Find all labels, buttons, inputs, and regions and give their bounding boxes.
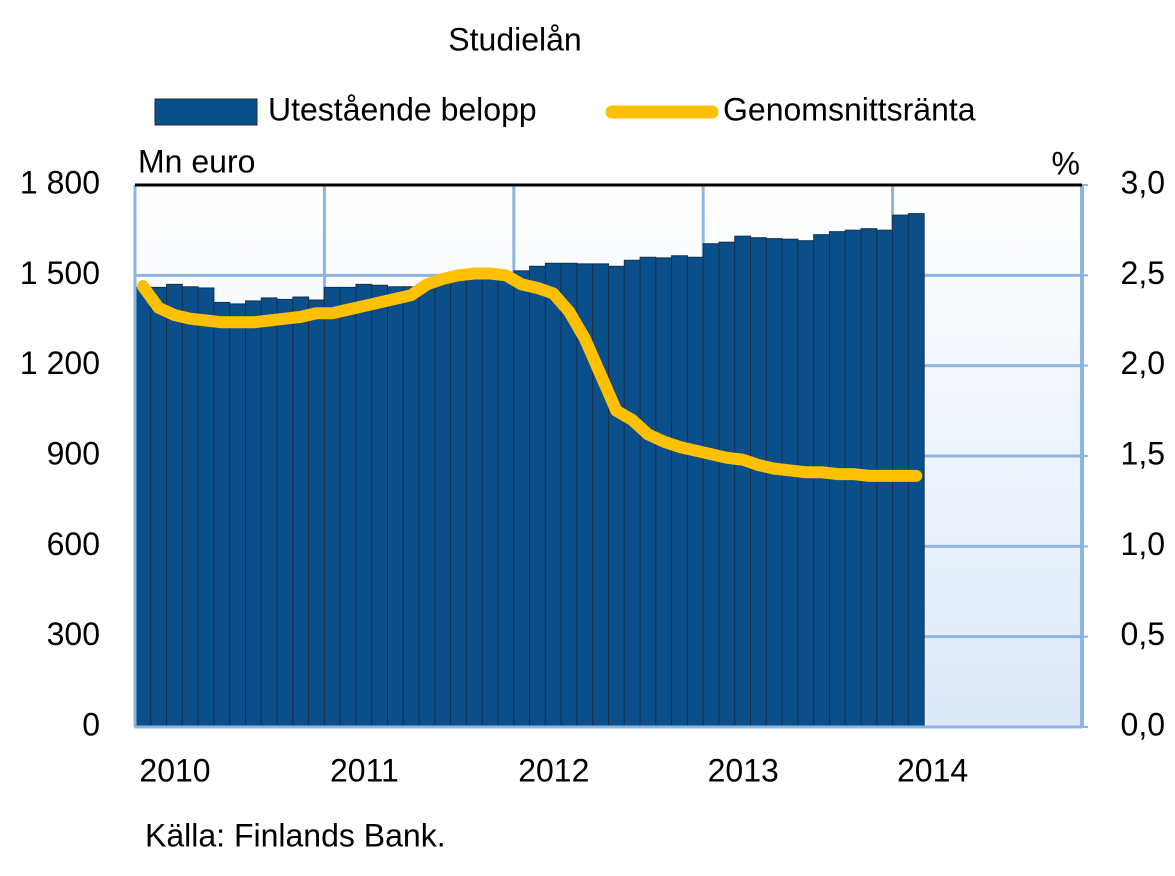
bar <box>734 235 752 728</box>
legend-label: Utestående belopp <box>268 91 537 127</box>
y-tick-label: 1 200 <box>20 345 100 381</box>
bar <box>371 284 389 728</box>
bar <box>150 286 168 728</box>
bar <box>134 286 152 728</box>
bar <box>655 257 673 728</box>
bar <box>197 287 215 728</box>
bar <box>166 283 183 728</box>
x-tick-label: 2013 <box>708 752 779 788</box>
bar <box>276 298 294 728</box>
y-tick-label: 1 800 <box>20 164 100 200</box>
bar <box>513 270 531 728</box>
bar <box>529 265 546 728</box>
x-tick-label: 2010 <box>139 752 210 788</box>
line <box>136 267 923 482</box>
bar <box>592 263 610 728</box>
bar <box>671 255 688 728</box>
bar <box>544 262 562 728</box>
bar <box>229 303 246 728</box>
x-tick-label: 2012 <box>518 752 589 788</box>
bar <box>355 283 373 728</box>
bar <box>686 256 704 728</box>
bar <box>481 274 499 728</box>
y2-tick-label: 2,5 <box>1121 255 1165 291</box>
bar <box>339 286 357 728</box>
bar <box>781 238 799 728</box>
bar <box>765 238 783 728</box>
bar <box>797 240 815 728</box>
legend-swatch <box>154 98 258 126</box>
y-axis-label: Mn euro <box>138 143 255 179</box>
bar <box>323 286 341 728</box>
y2-tick-label: 0,5 <box>1121 616 1165 652</box>
source: Källa: Finlands Bank. <box>145 817 446 853</box>
bar <box>608 265 625 728</box>
y2-tick-label: 2,0 <box>1121 345 1165 381</box>
y-tick-label: 0 <box>82 706 100 742</box>
y2-tick-label: 3,0 <box>1121 164 1165 200</box>
bar <box>244 300 262 728</box>
bar <box>623 259 641 728</box>
bar <box>434 279 452 728</box>
bar <box>465 274 483 728</box>
bar <box>418 288 436 728</box>
y-tick-label: 300 <box>47 616 100 652</box>
x-tick-label: 2011 <box>330 752 399 788</box>
bar <box>750 237 767 728</box>
bar <box>450 276 467 728</box>
bar <box>497 276 515 728</box>
y2-tick-label: 1,5 <box>1121 435 1165 471</box>
bar <box>639 256 657 728</box>
x-tick-label: 2014 <box>897 752 968 788</box>
y-tick-label: 900 <box>47 435 100 471</box>
bar <box>213 301 231 728</box>
y2-axis-label: % <box>1052 145 1080 181</box>
bar <box>718 241 736 728</box>
bar <box>387 286 404 728</box>
bar <box>702 243 720 728</box>
bar <box>402 286 420 728</box>
y-tick-label: 1 500 <box>20 255 100 291</box>
bar <box>260 297 278 728</box>
bar <box>292 296 310 728</box>
legend-label: Genomsnittsränta <box>723 91 976 127</box>
y-tick-label: 600 <box>47 526 100 562</box>
chart-title: Studielån <box>448 21 581 57</box>
bar <box>813 234 830 728</box>
bar <box>308 299 325 728</box>
bar <box>181 286 199 728</box>
y2-tick-label: 0,0 <box>1121 706 1165 742</box>
y2-tick-label: 1,0 <box>1121 526 1165 562</box>
